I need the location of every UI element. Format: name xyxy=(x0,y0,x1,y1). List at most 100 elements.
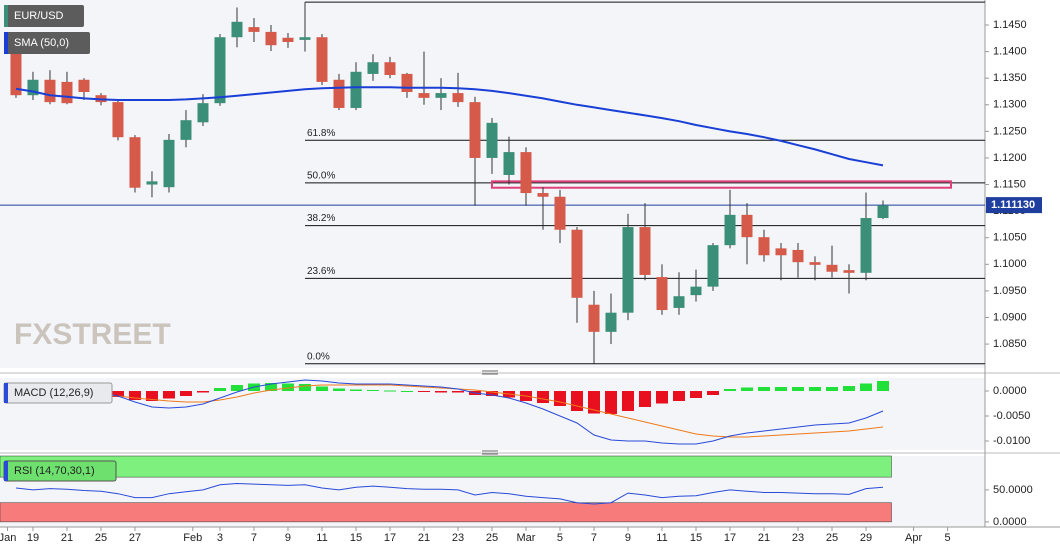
candle-body xyxy=(469,102,481,158)
macd-histogram-bar xyxy=(213,388,226,391)
x-tick-label: 11 xyxy=(656,532,667,544)
candle-body xyxy=(129,137,141,188)
last-price-label: 1.111130 xyxy=(991,199,1035,211)
y-tick-label: 0.0000 xyxy=(993,516,1027,528)
sma-line xyxy=(15,86,884,167)
macd-histogram-bar xyxy=(400,391,413,392)
legend-label: EUR/USD xyxy=(14,10,64,22)
macd-histogram-bar xyxy=(145,391,158,401)
candle-body xyxy=(809,262,821,265)
macd-histogram-bar xyxy=(451,391,464,393)
candle-body xyxy=(877,205,889,219)
candle-body xyxy=(214,37,226,104)
candle-body xyxy=(707,245,719,287)
macd-histogram-bar xyxy=(536,391,549,403)
x-tick-label: 25 xyxy=(95,532,107,544)
x-tick-label: Feb xyxy=(183,532,202,544)
candle-body xyxy=(316,37,328,82)
candle-body xyxy=(384,62,396,75)
legend-label: MACD (12,26,9) xyxy=(14,387,93,399)
macd-histogram-bar xyxy=(111,391,124,397)
macd-histogram-bar xyxy=(859,383,872,391)
macd-histogram-bar xyxy=(638,391,651,407)
y-tick-label: 1.1400 xyxy=(993,45,1027,57)
x-tick-label: Apr xyxy=(905,532,922,544)
macd-histogram-bar xyxy=(281,383,294,391)
x-tick-label: 3 xyxy=(217,532,223,544)
candle-body xyxy=(112,102,124,138)
x-tick-label: 25 xyxy=(826,532,838,544)
candle-body xyxy=(10,45,22,96)
candle-body xyxy=(520,152,532,194)
legend-label: RSI (14,70,30,1) xyxy=(14,465,95,477)
legend-swatch xyxy=(4,461,8,481)
macd-histogram-bar xyxy=(553,391,566,406)
x-tick-label: 17 xyxy=(384,532,396,544)
x-tick-label: 29 xyxy=(860,532,872,544)
legend-label: SMA (50,0) xyxy=(14,37,69,49)
macd-histogram-bar xyxy=(366,390,379,391)
candle-body xyxy=(452,93,464,103)
candle-body xyxy=(367,62,379,74)
x-tick-label: 15 xyxy=(350,532,362,544)
fib-label: 61.8% xyxy=(307,128,335,139)
x-tick-label: 7 xyxy=(591,532,597,544)
candle-body xyxy=(673,296,685,308)
candle-body xyxy=(44,79,56,103)
candle-body xyxy=(265,31,277,46)
x-tick-label: 5 xyxy=(945,532,951,544)
x-tick-label: Mar xyxy=(517,532,536,544)
candle-body xyxy=(231,21,243,38)
macd-histogram-bar xyxy=(383,390,396,392)
macd-histogram-bar xyxy=(417,391,430,392)
macd-histogram-bar xyxy=(315,386,328,391)
x-tick-label: 17 xyxy=(724,532,736,544)
y-tick-label: 1.0950 xyxy=(993,285,1027,297)
macd-histogram-bar xyxy=(689,391,702,398)
y-tick-label: 1.1150 xyxy=(993,178,1026,190)
candle-body xyxy=(401,73,413,92)
candle-body xyxy=(843,270,855,273)
x-tick-label: 5 xyxy=(557,532,563,544)
candle-body xyxy=(163,139,175,188)
candle-body xyxy=(622,227,634,313)
macd-histogram-bar xyxy=(672,391,685,401)
macd-histogram-bar xyxy=(179,391,192,396)
x-tick-label: 21 xyxy=(61,532,73,544)
macd-histogram-bar xyxy=(570,391,583,411)
x-tick-label: 23 xyxy=(792,532,804,544)
candle-body xyxy=(146,181,158,185)
x-tick-label: 15 xyxy=(690,532,702,544)
candle-body xyxy=(299,37,311,40)
candle-body xyxy=(486,122,498,158)
resistance-zone xyxy=(490,180,952,189)
panel-grip[interactable] xyxy=(482,370,498,455)
last-price-box xyxy=(986,197,1042,214)
candle-body xyxy=(588,304,600,332)
candle-body xyxy=(826,264,838,272)
macd-histogram-bar xyxy=(162,391,175,399)
y-tick-label: 50.0000 xyxy=(993,484,1033,496)
x-tick-label: 7 xyxy=(251,532,257,544)
y-tick-label: 1.1450 xyxy=(993,19,1027,31)
x-tick-label: 9 xyxy=(285,532,291,544)
x-tick-label: 27 xyxy=(129,532,141,544)
candle-body xyxy=(180,120,192,140)
x-tick-label: 19 xyxy=(27,532,39,544)
candle-body xyxy=(792,249,804,263)
macd-histogram-bar xyxy=(298,384,311,391)
legend-swatch xyxy=(4,5,8,27)
candle-body xyxy=(78,79,90,92)
x-tick-label: 25 xyxy=(486,532,498,544)
x-tick-label: 23 xyxy=(452,532,464,544)
candle-body xyxy=(537,193,549,197)
x-tick-label: Jan xyxy=(0,532,16,544)
x-tick-label: 9 xyxy=(625,532,631,544)
macd-line xyxy=(16,379,884,445)
candle-body xyxy=(639,227,651,275)
macd-histogram-bar xyxy=(434,391,447,393)
candle-body xyxy=(61,81,73,104)
candle-body xyxy=(690,286,702,296)
y-tick-label: 1.1050 xyxy=(993,232,1027,244)
macd-histogram-bar xyxy=(842,386,855,391)
